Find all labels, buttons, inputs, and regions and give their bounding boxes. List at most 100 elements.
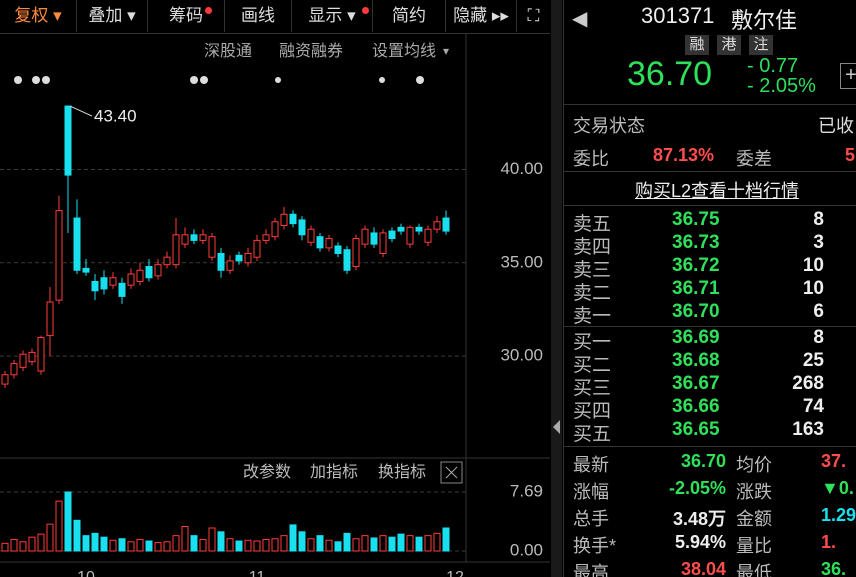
indicator-tab[interactable]: 加指标: [310, 463, 358, 481]
candle-body: [334, 245, 342, 254]
candle-body: [172, 234, 180, 266]
volume-bar: [433, 532, 441, 552]
candle-body: [352, 238, 360, 268]
stock-code: 301371: [641, 3, 715, 28]
volume-bar: [199, 538, 207, 552]
book-level: 买一: [573, 332, 612, 353]
back-arrow[interactable]: ◀: [572, 8, 588, 30]
candle-body: [1, 374, 9, 385]
volume-bar: [55, 500, 63, 552]
candle-body: [244, 252, 252, 264]
close-button[interactable]: [440, 461, 463, 484]
stock-tag: 融: [685, 35, 709, 55]
book-volume: 6: [813, 301, 824, 322]
chart-link[interactable]: 设置均线: [372, 42, 436, 60]
volume-bar: [415, 536, 423, 552]
candle-body: [361, 228, 369, 245]
candle-body: [181, 234, 189, 245]
stock-tag: 注: [749, 35, 773, 55]
indicator-tab[interactable]: 换指标: [378, 463, 426, 481]
toolbar-button[interactable]: 复权 ▾: [0, 0, 77, 32]
volume-bar: [10, 538, 18, 552]
separator: [564, 446, 856, 447]
candle-body: [316, 236, 324, 249]
toolbar-button[interactable]: 画线: [225, 0, 292, 32]
toolbar-button[interactable]: 叠加 ▾: [77, 0, 148, 32]
add-button[interactable]: +: [840, 63, 856, 89]
candle-body: [73, 217, 81, 271]
quote-panel: ◀ 301371 敷尔佳融港注 36.70 - 0.77- 2.05% + 交易状态 已收 委比…: [563, 0, 856, 577]
stat-label: 最高: [573, 563, 609, 577]
book-price: 36.75: [672, 209, 720, 230]
candle-body: [208, 236, 216, 258]
book-level: 卖四: [573, 237, 612, 258]
candle-body: [100, 277, 108, 290]
candle-body: [55, 210, 63, 301]
volume-bar: [289, 524, 297, 552]
stat-label: 涨幅: [573, 482, 609, 502]
volume-bar: [370, 537, 378, 552]
volume-bar: [217, 531, 225, 552]
book-level: 卖二: [573, 283, 612, 304]
stat-label: 总手: [573, 509, 609, 529]
stock-tag: 港: [717, 35, 741, 55]
volume-bar: [379, 535, 387, 552]
stock-name: 敷尔佳: [731, 8, 798, 33]
volume-bar: [442, 527, 450, 552]
stat-value: ▼0.: [821, 478, 854, 498]
candle-body: [199, 234, 207, 241]
fullscreen-button[interactable]: ⛶: [527, 6, 540, 25]
chart-link[interactable]: 融资融券: [279, 42, 343, 60]
candle-body: [397, 226, 405, 232]
book-price: 36.66: [672, 396, 720, 417]
badge-dot: [362, 7, 369, 14]
toolbar-button[interactable]: 筹码: [148, 0, 225, 32]
stat-value: 1.29: [821, 505, 856, 525]
candle-body: [307, 228, 315, 243]
volume-bar: [109, 539, 117, 552]
button-label: 显示: [308, 6, 343, 25]
volume-bar: [397, 533, 405, 552]
volume-bar: [352, 538, 360, 552]
volume-bar: [28, 536, 36, 552]
order-diff-label: 委差: [736, 149, 772, 169]
stat-label: 最新: [573, 455, 609, 475]
separator: [564, 326, 856, 327]
volume-bar: [145, 540, 153, 552]
volume-bar: [190, 535, 198, 552]
x-tick-label: 10: [77, 569, 95, 577]
button-label: 画线: [241, 6, 275, 25]
candle-body: [109, 277, 117, 286]
toolbar-button[interactable]: 显示 ▾: [292, 0, 373, 32]
candle-body: [64, 105, 72, 176]
volume-bar: [64, 491, 72, 552]
button-label: 复权: [14, 6, 49, 25]
book-price: 36.73: [672, 232, 720, 253]
volume-bar: [172, 535, 180, 552]
toolbar: 复权 ▾ 叠加 ▾ 筹码 画线 显示 ▾ 简约 隐藏 ▸▸ ⛶: [0, 0, 550, 34]
volume-bar: [244, 539, 252, 552]
volume-bar: [1, 542, 9, 552]
dropdown-arrow: ▾: [443, 44, 449, 58]
candle-body: [298, 219, 306, 236]
candle-body: [226, 260, 234, 271]
toolbar-button[interactable]: 隐藏 ▸▸: [446, 0, 517, 32]
separator: [564, 205, 856, 206]
stat-label: 换手*: [573, 536, 617, 556]
book-price: 36.71: [672, 278, 720, 299]
stat-value: 37.: [821, 451, 847, 471]
l2-link[interactable]: 购买L2查看十档行情: [635, 181, 800, 201]
stat-label: 金额: [736, 509, 772, 529]
toolbar-button[interactable]: 简约: [373, 0, 446, 32]
volume-bar: [271, 538, 279, 552]
indicator-tab[interactable]: 改参数: [243, 463, 291, 481]
price-change-pct: - 2.05%: [747, 75, 816, 97]
volume-bar: [325, 539, 333, 552]
collapse-handle[interactable]: [551, 0, 562, 577]
stat-label: 最低: [736, 563, 772, 577]
book-volume: 8: [813, 327, 824, 348]
stat-label: 量比: [736, 536, 772, 556]
chart-link[interactable]: 深股通: [204, 42, 252, 60]
book-price: 36.68: [672, 350, 720, 371]
candle-body: [370, 232, 378, 245]
